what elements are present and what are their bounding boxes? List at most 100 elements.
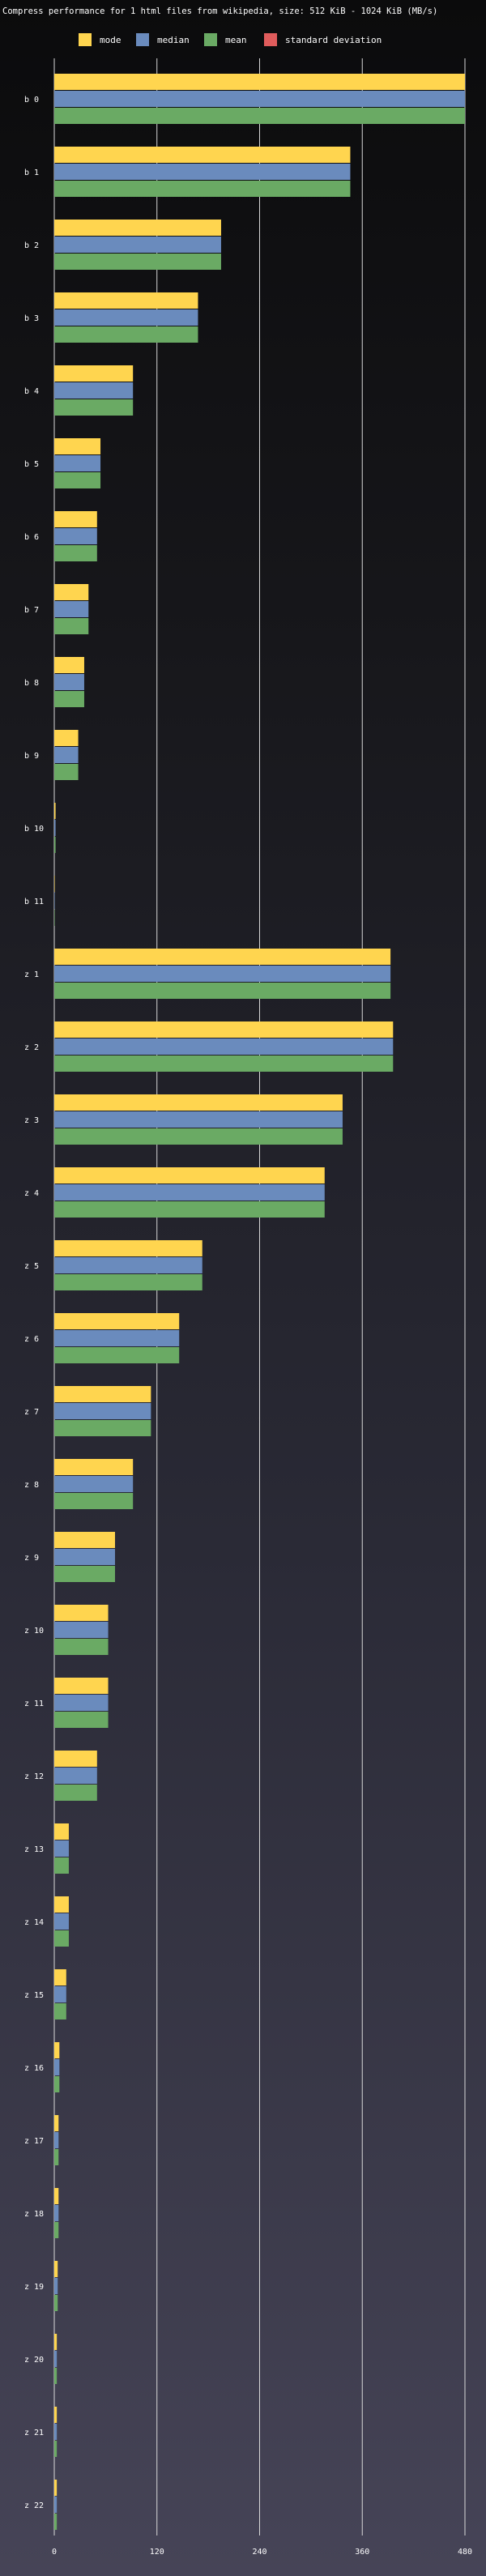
bar-median-b10 — [54, 820, 56, 836]
category-label-z9: z 9 — [24, 1554, 39, 1563]
bar-mode-b0 — [54, 74, 465, 90]
bar-median-b3 — [54, 309, 198, 326]
bar-mean-z19 — [54, 2295, 58, 2311]
bar-mean-b4 — [54, 399, 134, 416]
bar-mode-z9 — [54, 1532, 115, 1548]
category-label-b1: b 1 — [24, 168, 39, 177]
bar-mean-z8 — [54, 1493, 134, 1509]
legend-swatch-0 — [79, 33, 92, 46]
bar-median-z6 — [54, 1330, 180, 1346]
bar-mode-z14 — [54, 1896, 69, 1913]
legend-swatch-2 — [204, 33, 217, 46]
bar-mean-z22 — [54, 2514, 58, 2530]
bar-mode-z1 — [54, 949, 391, 965]
bar-mean-b6 — [54, 545, 97, 561]
x-tick-label-360: 360 — [355, 2548, 369, 2557]
bar-median-z1 — [54, 966, 391, 982]
bar-mean-z1 — [54, 983, 391, 999]
bar-median-z13 — [54, 1840, 69, 1857]
legend-swatch-1 — [136, 33, 149, 46]
category-label-z8: z 8 — [24, 1481, 39, 1490]
bar-mode-z19 — [54, 2261, 58, 2277]
bar-mode-z5 — [54, 1240, 202, 1256]
category-label-z4: z 4 — [24, 1189, 39, 1198]
bar-median-z18 — [54, 2205, 59, 2221]
bar-mean-z20 — [54, 2368, 58, 2384]
category-label-z18: z 18 — [24, 2210, 44, 2219]
bar-mean-z9 — [54, 1566, 115, 1582]
category-label-z15: z 15 — [24, 1991, 44, 2000]
bar-median-z17 — [54, 2132, 59, 2148]
bar-mean-z5 — [54, 1274, 202, 1290]
bar-mode-z12 — [54, 1751, 97, 1767]
bar-mean-z15 — [54, 2003, 66, 2019]
category-label-b9: b 9 — [24, 752, 39, 761]
legend-label-0: mode — [100, 35, 122, 45]
bar-mean-z17 — [54, 2149, 59, 2165]
bar-median-b11 — [54, 893, 55, 909]
legend-label-1: median — [157, 35, 190, 45]
bar-mode-z4 — [54, 1167, 325, 1184]
bar-median-z15 — [54, 1986, 66, 2002]
bar-median-b6 — [54, 528, 97, 544]
bar-mode-b7 — [54, 584, 89, 600]
bar-median-z11 — [54, 1695, 109, 1711]
category-label-z5: z 5 — [24, 1262, 39, 1271]
bar-mode-b3 — [54, 292, 198, 309]
bar-mode-z16 — [54, 2042, 60, 2058]
legend-swatch-3 — [264, 33, 277, 46]
category-label-b8: b 8 — [24, 679, 39, 688]
category-label-b7: b 7 — [24, 606, 39, 615]
category-label-z20: z 20 — [24, 2356, 44, 2365]
bar-mode-z20 — [54, 2334, 58, 2350]
bar-mode-b5 — [54, 438, 101, 454]
bar-mode-z3 — [54, 1094, 343, 1111]
category-label-z22: z 22 — [24, 2501, 44, 2510]
bar-median-b2 — [54, 237, 221, 253]
legend-label-2: mean — [225, 35, 247, 45]
bar-mode-b1 — [54, 147, 351, 163]
x-tick-label-240: 240 — [252, 2548, 266, 2557]
category-label-z16: z 16 — [24, 2064, 44, 2073]
y-axis-labels: b 0 b 1 b 2 b 3 b 4 b 5 b 6 b 7 b 8 b 9 b 10 b 11 z … — [24, 96, 44, 2510]
bar-median-z2 — [54, 1039, 394, 1055]
bar-mode-b2 — [54, 220, 221, 236]
bar-mean-z16 — [54, 2076, 60, 2092]
bar-mean-b0 — [54, 108, 465, 124]
bar-mode-z6 — [54, 1313, 180, 1329]
bar-mean-z18 — [54, 2222, 59, 2238]
bar-mode-b8 — [54, 657, 84, 673]
bar-mean-b7 — [54, 618, 89, 634]
bar-mean-z21 — [54, 2441, 58, 2457]
bar-median-z19 — [54, 2278, 58, 2294]
bar-median-b0 — [54, 91, 465, 107]
bar-median-z5 — [54, 1257, 202, 1273]
bar-mean-b8 — [54, 691, 84, 707]
bar-mode-z2 — [54, 1021, 394, 1038]
bar-mean-b5 — [54, 472, 101, 488]
chart-title: Compress performance for 1 html files fr… — [2, 6, 437, 16]
bar-mode-b11 — [54, 876, 55, 892]
gridlines — [53, 58, 466, 2535]
bar-mode-z17 — [54, 2115, 59, 2131]
bar-mode-b6 — [54, 511, 97, 527]
category-label-b0: b 0 — [24, 96, 39, 104]
bar-mode-z11 — [54, 1678, 109, 1694]
category-label-z2: z 2 — [24, 1043, 39, 1052]
category-label-z1: z 1 — [24, 970, 39, 979]
bar-mode-z21 — [54, 2407, 58, 2423]
category-label-b11: b 11 — [24, 898, 44, 906]
bar-mean-z4 — [54, 1201, 325, 1218]
bar-mode-z8 — [54, 1459, 134, 1475]
bar-median-z7 — [54, 1403, 151, 1419]
category-label-z11: z 11 — [24, 1700, 44, 1708]
category-label-b5: b 5 — [24, 460, 39, 469]
category-label-z13: z 13 — [24, 1845, 44, 1854]
category-label-b10: b 10 — [24, 825, 44, 834]
bar-median-b8 — [54, 674, 84, 690]
bar-mean-b11 — [54, 910, 55, 926]
bar-mean-z14 — [54, 1930, 69, 1947]
bar-median-z22 — [54, 2497, 58, 2513]
bar-mean-z7 — [54, 1420, 151, 1436]
